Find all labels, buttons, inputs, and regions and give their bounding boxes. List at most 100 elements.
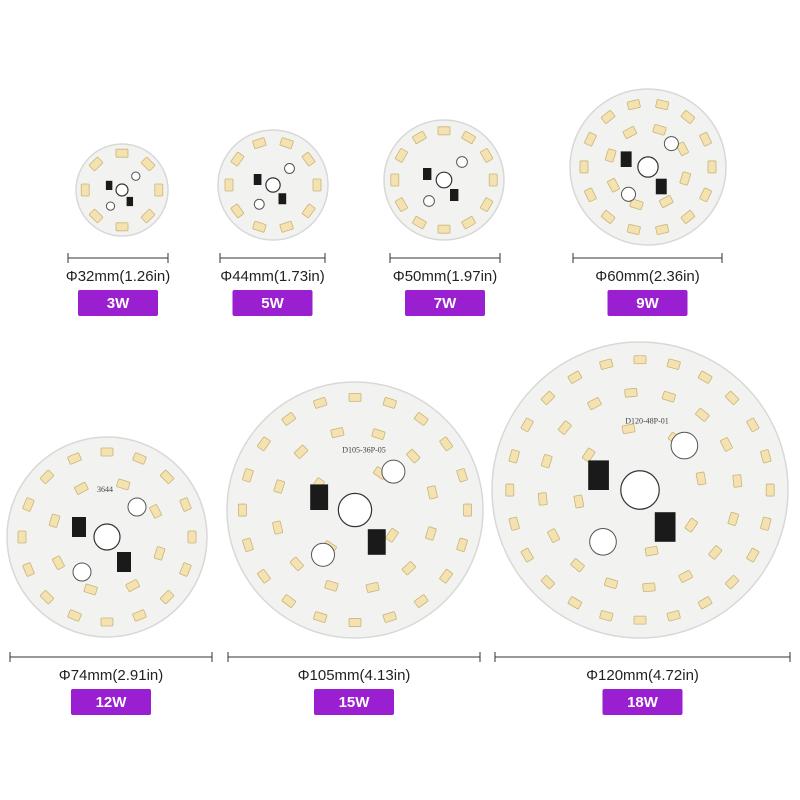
led-chip [324,580,339,592]
diameter-label: Φ74mm(2.91in) [59,667,164,684]
led-chip [80,183,90,197]
power-label: 12W [96,694,128,711]
led-chip [242,537,254,552]
led-chip [394,197,408,212]
led-chip [746,417,760,433]
driver-ic [105,180,113,190]
center-hole [115,183,129,197]
board-code: 3644 [97,485,113,494]
led-board: D120-48P-01 [491,341,789,639]
solder-pad [670,431,699,460]
led-chip [67,609,82,622]
led-chip [406,448,421,464]
led-chip [655,99,670,111]
led-chip [661,390,676,403]
led-chip [237,503,247,517]
led-chip [279,137,294,149]
led-chip [633,355,647,365]
led-chip [679,171,692,186]
solder-pad [423,195,435,207]
led-chip [257,436,271,452]
led-chip [439,436,453,452]
led-chip [567,596,583,610]
solder-pad [310,542,336,567]
led-chip [437,126,451,136]
led-chip [604,148,617,163]
led-chip [600,210,616,224]
led-chip [39,469,54,484]
led-chip [179,497,192,512]
led-board: D105-36P-05 [226,381,484,639]
led-chip [505,483,515,497]
power-badge [602,689,683,715]
led-chip [281,594,297,608]
led-chip [348,392,362,402]
driver-ic [655,178,667,195]
center-hole [620,470,660,510]
led-chip [708,545,723,560]
led-chip [697,596,713,610]
led-chip [140,208,156,224]
solder-pad [456,156,468,168]
led-chip [88,208,104,224]
led-chip [394,148,408,163]
led-chip [401,561,416,576]
led-chip [100,447,114,457]
led-chip [413,594,429,608]
led-chip [480,148,494,163]
power-badge [71,689,151,715]
led-chip [382,611,397,623]
led-chip [154,183,164,197]
led-chip [584,132,597,147]
led-chip [678,570,693,583]
led-chip [658,195,674,208]
led-chip [480,197,494,212]
led-chip [330,427,345,439]
led-chip [697,370,713,384]
power-badge [78,290,158,316]
led-chip [385,528,399,543]
solder-pad [72,562,92,582]
led-chip [456,468,468,483]
solder-pad [589,527,617,556]
led-chip [626,224,641,235]
led-chip [599,358,614,370]
led-chip [439,569,453,584]
center-hole [637,156,659,178]
driver-ic [588,460,609,490]
led-chip [115,222,129,232]
led-chip [39,590,54,605]
power-label: 18W [627,694,659,711]
led-chip [426,485,438,500]
diameter-label: Φ44mm(1.73in) [220,268,325,285]
led-chip [599,610,614,622]
led-chip [573,494,585,509]
board-code: D120-48P-01 [625,416,669,425]
power-label: 5W [261,295,284,312]
led-chip [666,358,681,370]
led-chip [22,497,35,512]
led-chip [414,412,429,426]
led-chip [390,173,400,187]
driver-ic [117,552,131,572]
led-chip [626,99,641,111]
solder-pad [131,171,141,181]
led-chip [760,516,772,531]
led-chip [301,151,316,167]
led-chip [83,583,98,596]
led-chip [570,558,585,573]
diameter-label: Φ60mm(2.36in) [595,268,700,285]
solder-pad [253,198,265,210]
led-chip [622,126,638,139]
led-chip [456,537,468,552]
led-chip [520,547,534,563]
led-chip [160,469,175,484]
led-chip [153,546,166,561]
led-chip [488,173,498,187]
led-chip [252,220,267,233]
led-chip [680,210,696,224]
led-chip [725,390,740,405]
led-chip [695,471,707,486]
led-chip [633,615,647,625]
